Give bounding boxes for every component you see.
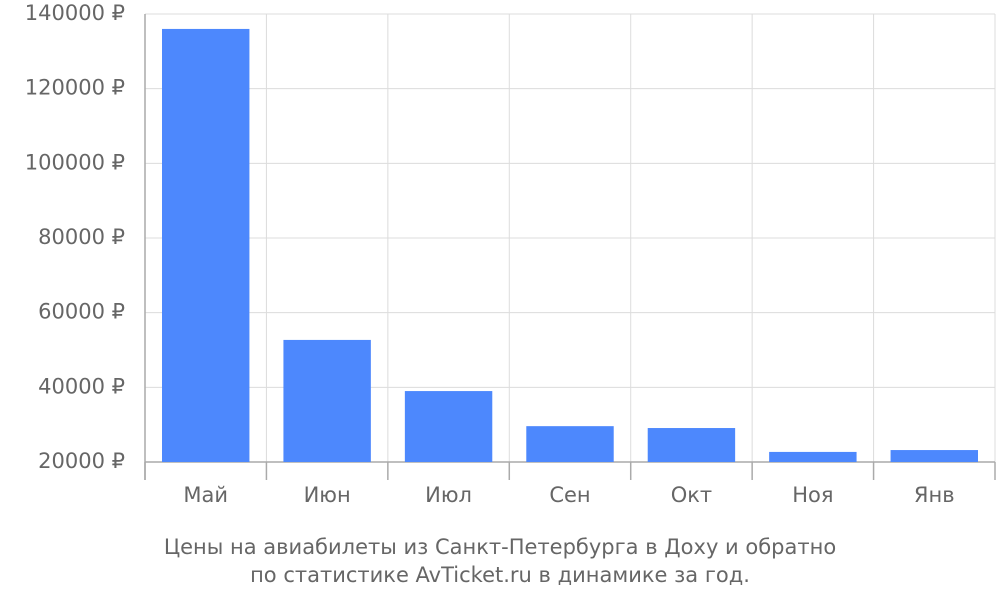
x-tick-label: Май [183, 483, 228, 507]
x-tick-label: Янв [914, 483, 955, 507]
y-tick-label: 140000 ₽ [25, 1, 125, 25]
bar [647, 428, 736, 462]
bar [162, 28, 250, 463]
y-tick-label: 20000 ₽ [38, 449, 125, 473]
bar [526, 426, 614, 462]
x-tick-label: Сен [549, 483, 590, 507]
bar [769, 451, 857, 462]
y-tick-label: 80000 ₽ [38, 225, 125, 249]
bar [283, 339, 371, 462]
y-tick-label: 100000 ₽ [25, 150, 125, 174]
chart-subtitle: по статистике AvTicket.ru в динамике за … [250, 563, 750, 587]
y-tick-label: 40000 ₽ [38, 374, 125, 398]
x-tick-label: Июл [425, 483, 472, 507]
x-tick-label: Окт [671, 483, 712, 507]
bar [404, 391, 493, 462]
bar [890, 450, 978, 462]
x-tick-label: Июн [304, 483, 351, 507]
y-tick-label: 60000 ₽ [38, 300, 125, 324]
x-tick-label: Ноя [792, 483, 833, 507]
y-tick-label: 120000 ₽ [25, 76, 125, 100]
chart-title: Цены на авиабилеты из Санкт-Петербурга в… [164, 535, 836, 559]
